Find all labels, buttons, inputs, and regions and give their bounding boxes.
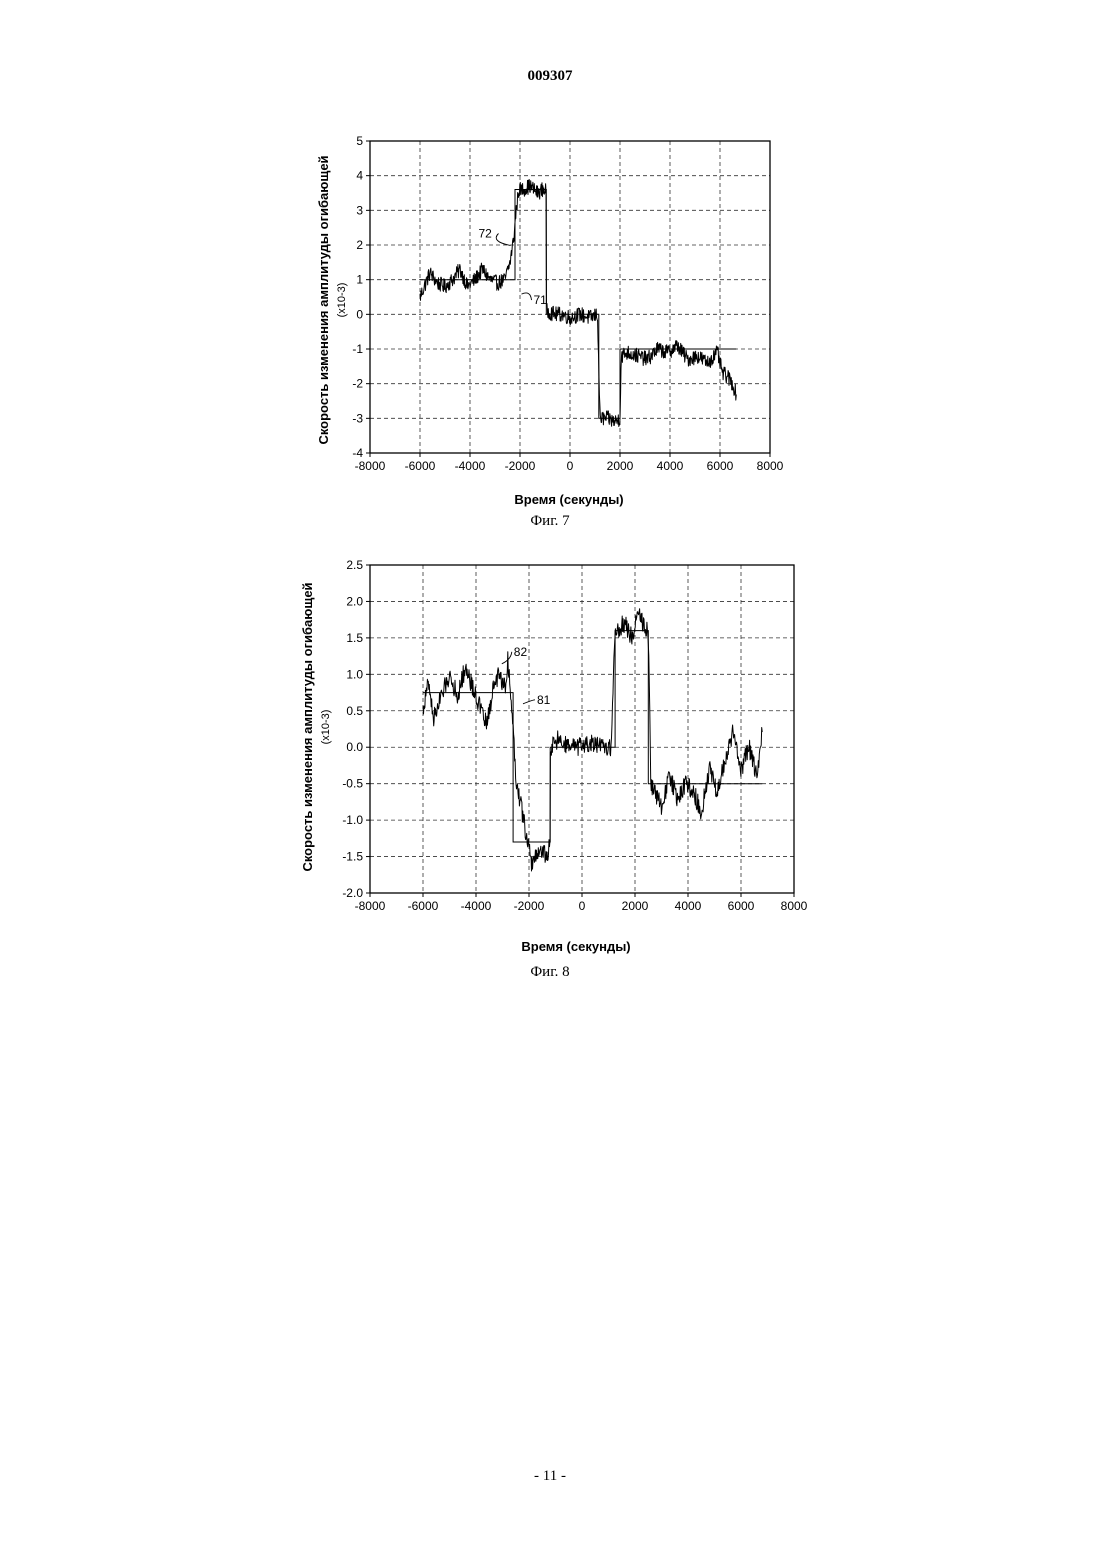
figure-7-chart: Скорость изменения амплитуды огибающей (… xyxy=(300,128,800,513)
figure-7-x-axis-label: Время (секунды) xyxy=(514,492,623,507)
figure-8-y-tick-label: -1.0 xyxy=(342,813,363,827)
figure-8-series-82-measured xyxy=(423,609,762,871)
page-number: - 11 - xyxy=(0,1468,1100,1485)
figure-7-x-tick-label: 8000 xyxy=(757,459,784,473)
figure-7-y-axis-unit: (x10-3) xyxy=(336,283,348,318)
figure-8-x-tick-label: -2000 xyxy=(514,899,545,913)
figure-7-annotation-leader xyxy=(522,293,532,300)
figure-7-y-axis-label: Скорость изменения амплитуды огибающей xyxy=(316,155,331,444)
figure-8-y-tick-label: 1.5 xyxy=(346,631,363,645)
figure-7-y-tick-label: 4 xyxy=(356,169,363,183)
figure-8-y-tick-label: -1.5 xyxy=(342,850,363,864)
figure-7-y-tick-label: 3 xyxy=(356,203,363,217)
figure-8-series-81-reference xyxy=(423,631,762,842)
figure-7-y-tick-label: -2 xyxy=(352,377,363,391)
figure-7-y-tick-label: 1 xyxy=(356,273,363,287)
figure-7-caption: Фиг. 7 xyxy=(0,513,1100,530)
figure-8-x-tick-label: -6000 xyxy=(408,899,439,913)
figure-8-x-tick-label: 2000 xyxy=(622,899,649,913)
figure-8-x-tick-label: -8000 xyxy=(355,899,386,913)
figure-7-annotation-72: 72 xyxy=(479,227,493,241)
figure-8-annotation-82: 82 xyxy=(514,645,528,659)
figure-7-x-tick-label: -8000 xyxy=(355,459,386,473)
figure-8-annotation-leader xyxy=(502,652,512,664)
figure-8-y-tick-label: -0.5 xyxy=(342,777,363,791)
figure-8-x-axis-label: Время (секунды) xyxy=(521,939,630,954)
figure-8-x-tick-label: 4000 xyxy=(675,899,702,913)
figure-7-x-tick-label: -2000 xyxy=(505,459,536,473)
figure-7-y-tick-label: 0 xyxy=(356,307,363,321)
figure-8-x-tick-label: 6000 xyxy=(728,899,755,913)
figure-7: Скорость изменения амплитуды огибающей (… xyxy=(300,128,800,513)
figure-8-x-tick-label: -4000 xyxy=(461,899,492,913)
figure-7-x-tick-label: -6000 xyxy=(405,459,436,473)
figure-7-y-tick-label: -1 xyxy=(352,342,363,356)
figure-7-x-tick-label: 6000 xyxy=(707,459,734,473)
figure-8-y-tick-label: 0.5 xyxy=(346,704,363,718)
figure-8-caption: Фиг. 8 xyxy=(0,964,1100,981)
figure-7-y-tick-label: -4 xyxy=(352,446,363,460)
figure-8-y-tick-label: 0.0 xyxy=(346,740,363,754)
figure-8-x-tick-label: 8000 xyxy=(781,899,808,913)
figure-8-y-tick-label: 1.0 xyxy=(346,667,363,681)
figure-7-annotation-71: 71 xyxy=(534,293,548,307)
figure-8: Скорость изменения амплитуды огибающей (… xyxy=(290,555,810,960)
figure-8-x-tick-label: 0 xyxy=(579,899,586,913)
figure-8-y-axis-unit: (x10-3) xyxy=(320,710,332,745)
document-number: 009307 xyxy=(0,68,1100,85)
figure-8-annotation-81: 81 xyxy=(537,693,551,707)
figure-7-y-tick-label: -3 xyxy=(352,411,363,425)
figure-8-y-axis-label: Скорость изменения амплитуды огибающей xyxy=(300,582,315,871)
figure-7-y-tick-label: 5 xyxy=(356,134,363,148)
figure-8-y-tick-label: 2.0 xyxy=(346,594,363,608)
figure-7-y-tick-label: 2 xyxy=(356,238,363,252)
figure-7-x-tick-label: -4000 xyxy=(455,459,486,473)
figure-8-chart: Скорость изменения амплитуды огибающей (… xyxy=(290,555,810,960)
figure-7-x-tick-label: 0 xyxy=(567,459,574,473)
figure-7-x-tick-label: 4000 xyxy=(657,459,684,473)
figure-7-annotation-leader xyxy=(496,234,510,246)
figure-8-y-tick-label: 2.5 xyxy=(346,558,363,572)
figure-7-series-72-measured xyxy=(420,180,736,427)
figure-7-x-tick-label: 2000 xyxy=(607,459,634,473)
figure-8-y-tick-label: -2.0 xyxy=(342,886,363,900)
